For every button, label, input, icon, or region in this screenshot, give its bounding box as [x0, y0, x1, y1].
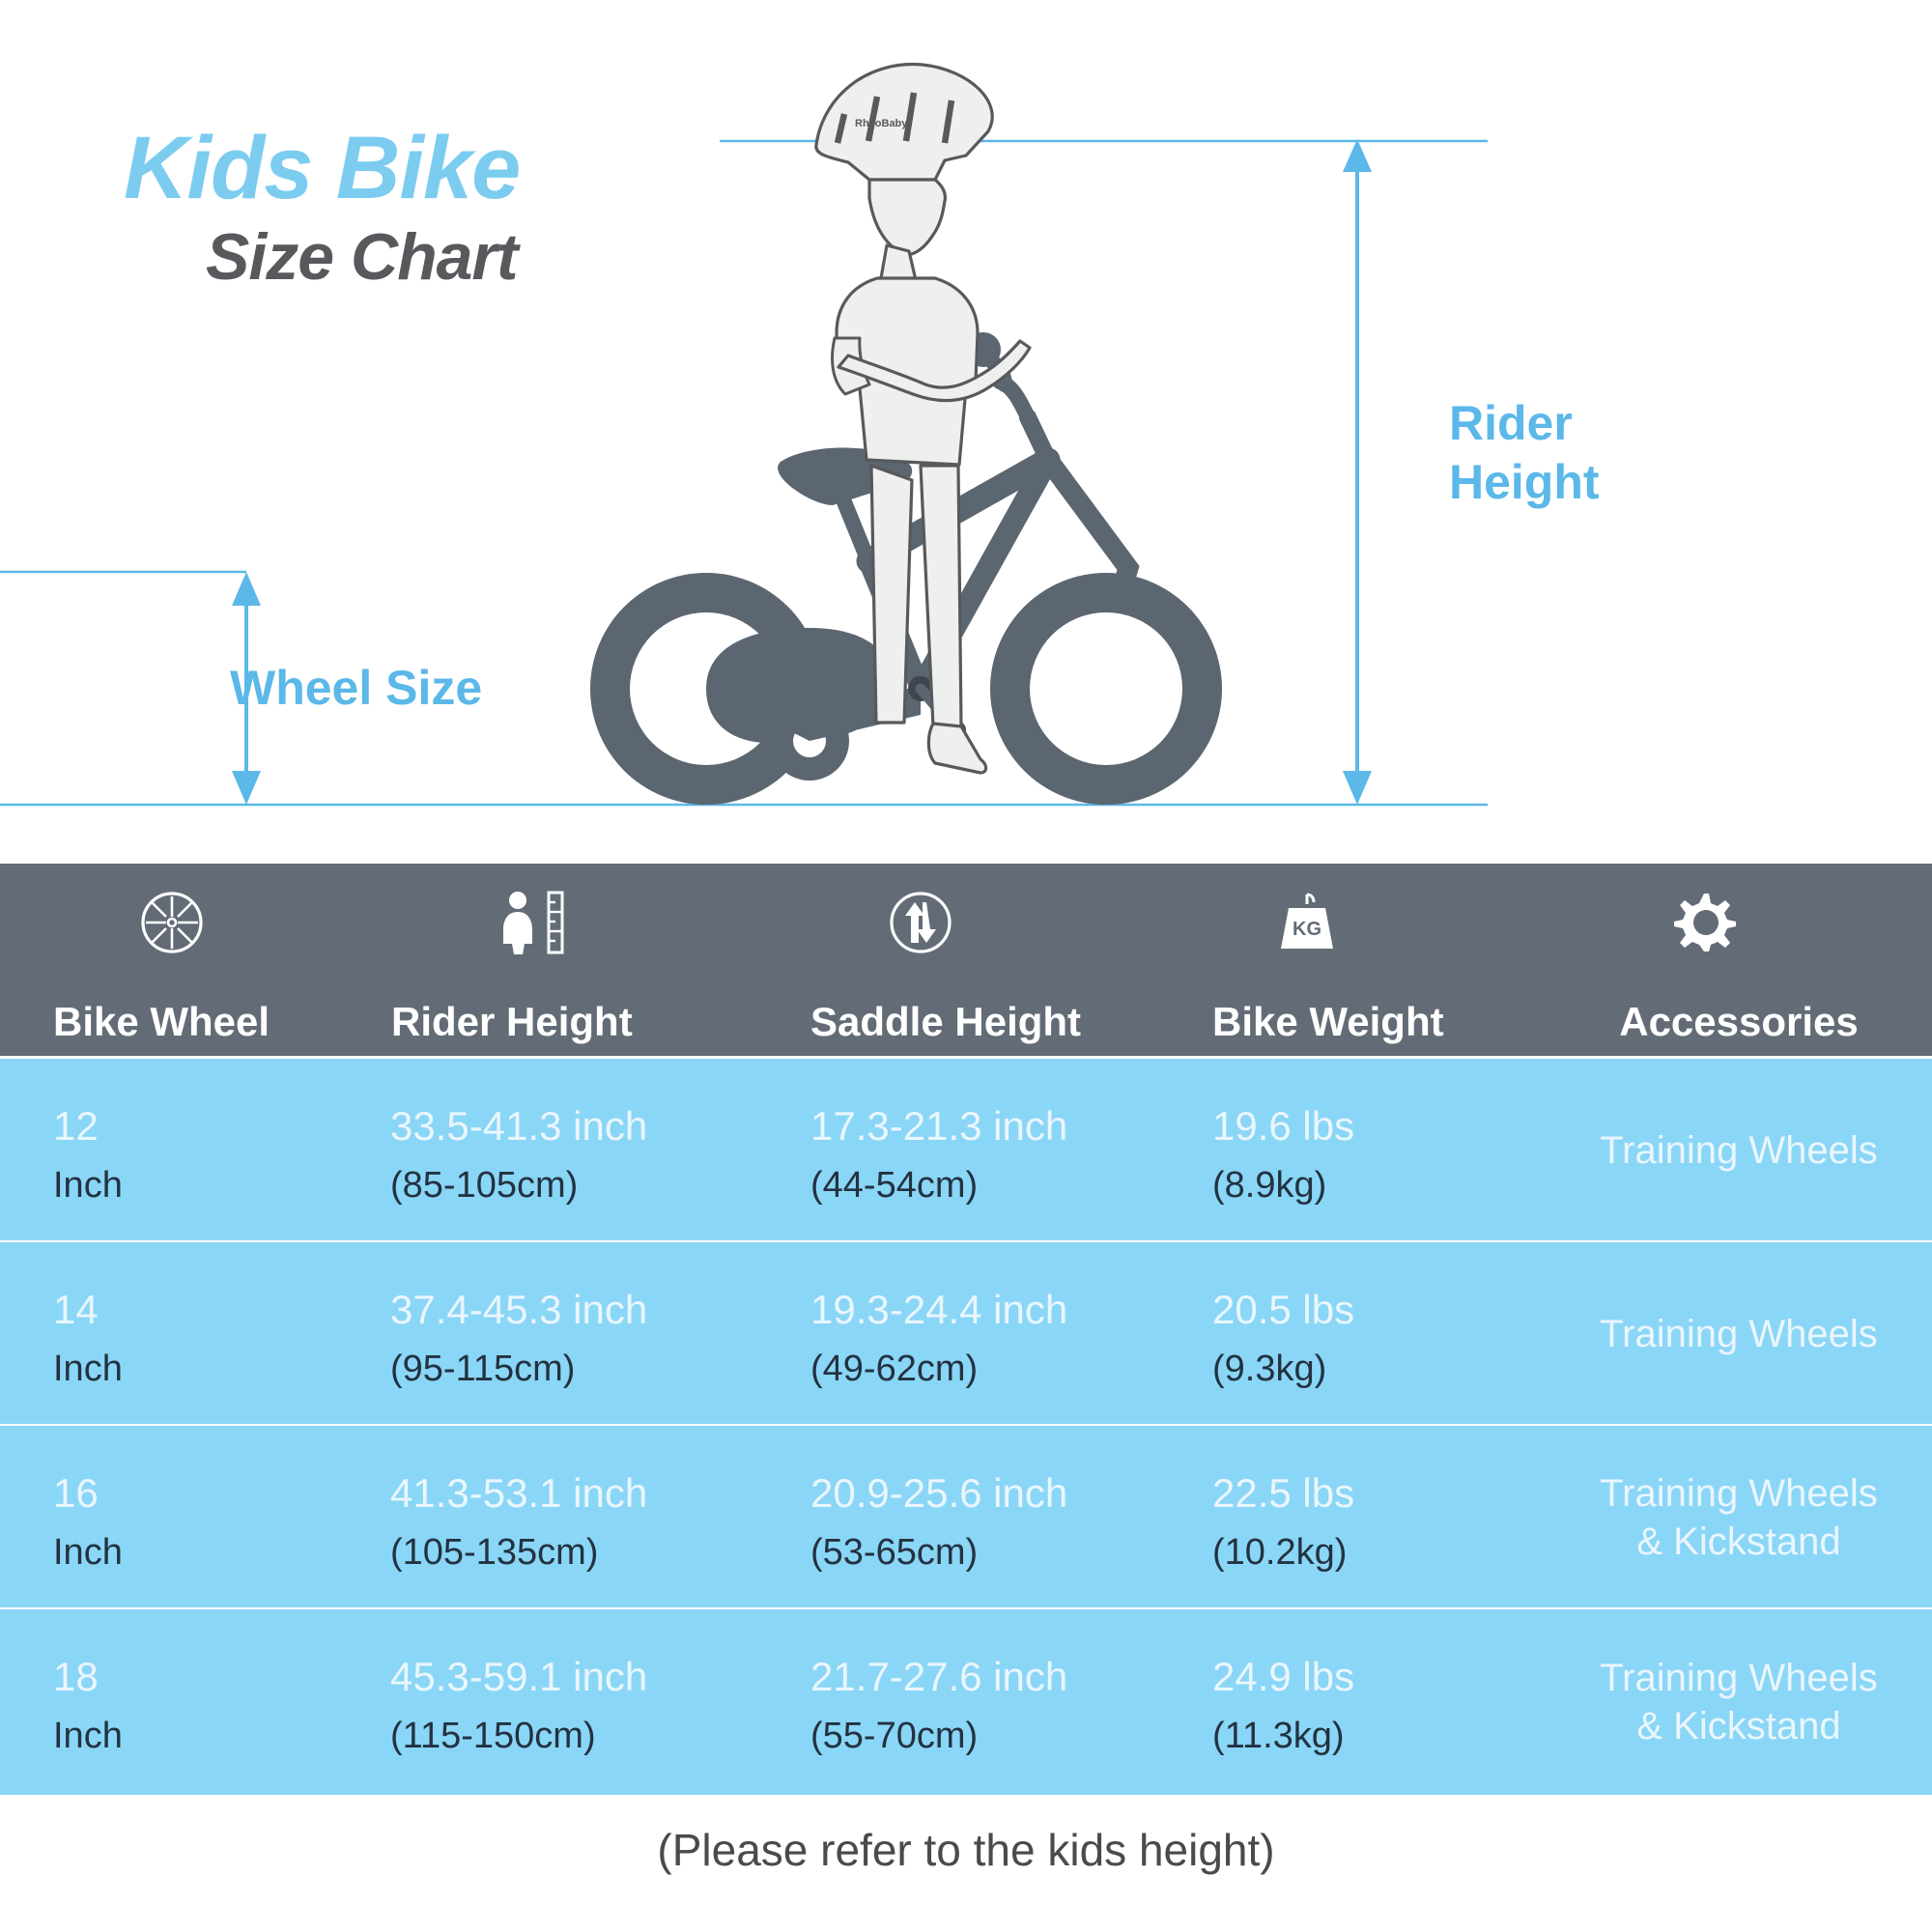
svg-text:KG: KG [1293, 919, 1321, 940]
svg-text:RhyoBaby: RhyoBaby [855, 118, 908, 129]
